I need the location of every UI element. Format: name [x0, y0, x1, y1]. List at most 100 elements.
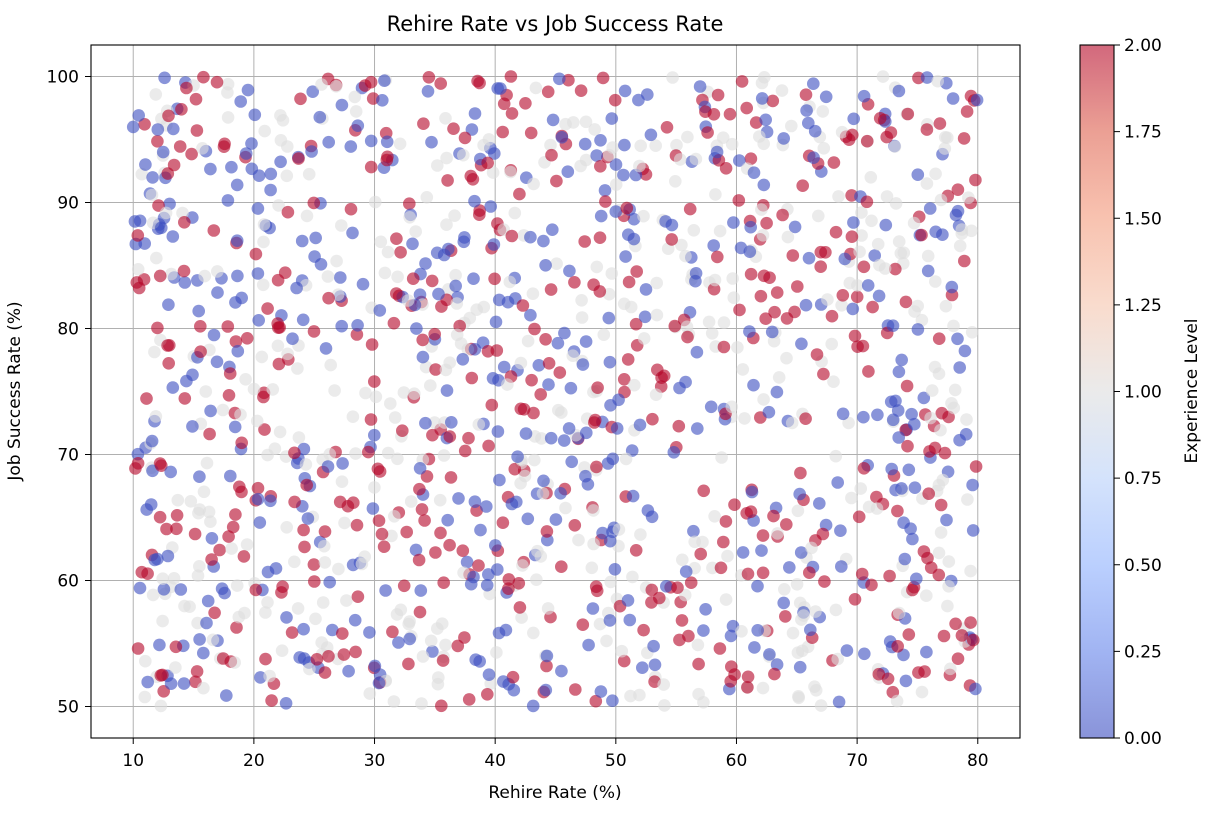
scatter-point	[414, 584, 428, 597]
scatter-point	[819, 90, 833, 104]
scatter-point	[207, 328, 221, 342]
scatter-point	[733, 154, 746, 167]
colorbar-tick-label: 1.00	[1124, 383, 1162, 403]
scatter-point	[587, 504, 600, 517]
y-tick-label: 50	[57, 698, 79, 718]
scatter-point	[406, 237, 419, 251]
scatter-point	[424, 634, 438, 648]
scatter-point	[300, 478, 314, 492]
scatter-point	[193, 560, 206, 573]
scatter-point	[539, 259, 552, 272]
scatter-point	[942, 555, 956, 568]
scatter-point	[250, 414, 264, 428]
scatter-point	[936, 473, 950, 487]
scatter-point	[188, 527, 202, 541]
scatter-point	[721, 549, 734, 563]
scatter-point	[373, 304, 387, 317]
scatter-point	[432, 671, 445, 684]
scatter-point	[468, 343, 482, 356]
scatter-point	[465, 371, 479, 385]
scatter-point	[871, 408, 884, 422]
scatter-point	[493, 473, 506, 487]
scatter-point	[318, 525, 332, 538]
scatter-point	[218, 586, 231, 600]
scatter-point	[891, 404, 905, 417]
scatter-point	[239, 147, 253, 160]
scatter-point	[387, 316, 401, 330]
scatter-point	[336, 627, 349, 640]
scatter-point	[690, 345, 704, 359]
scatter-point	[717, 535, 730, 549]
scatter-point	[582, 638, 595, 652]
scatter-point	[544, 138, 557, 152]
scatter-point	[491, 425, 505, 438]
scatter-point	[482, 439, 495, 453]
scatter-point	[756, 566, 770, 580]
scatter-point	[468, 194, 481, 208]
scatter-point	[368, 659, 382, 673]
scatter-point	[562, 422, 576, 435]
colorbar-label: Experience Level	[1182, 318, 1202, 463]
scatter-point	[771, 527, 784, 540]
x-tick-label: 60	[726, 751, 748, 771]
scatter-point	[392, 636, 405, 649]
scatter-point	[393, 137, 407, 151]
scatter-point	[418, 514, 431, 527]
scatter-point	[870, 490, 883, 504]
scatter-point	[248, 108, 262, 122]
scatter-point	[604, 575, 617, 589]
scatter-point	[622, 275, 636, 289]
x-tick-label: 70	[846, 751, 868, 771]
scatter-point	[184, 495, 198, 508]
scatter-point	[549, 513, 563, 526]
scatter-point	[511, 450, 524, 464]
scatter-point	[827, 375, 840, 389]
scatter-point	[649, 139, 662, 152]
scatter-point	[552, 403, 565, 417]
scatter-point	[437, 248, 451, 262]
scatter-point	[920, 645, 933, 659]
scatter-point	[970, 93, 984, 107]
scatter-point	[601, 457, 615, 470]
scatter-point	[797, 609, 810, 622]
scatter-point	[527, 626, 540, 640]
scatter-point	[164, 465, 177, 479]
scatter-point	[756, 681, 770, 695]
scatter-point	[204, 404, 217, 418]
scatter-point	[197, 70, 210, 84]
scatter-point	[596, 71, 610, 85]
scatter-point	[488, 147, 501, 160]
scatter-point	[466, 173, 480, 186]
scatter-point	[149, 410, 163, 423]
scatter-point	[612, 523, 626, 536]
scatter-point	[683, 202, 697, 216]
scatter-point	[714, 561, 728, 575]
scatter-point	[487, 238, 501, 251]
scatter-point	[962, 191, 975, 204]
scatter-point	[413, 288, 427, 302]
scatter-point	[177, 264, 191, 278]
scatter-point	[892, 431, 905, 444]
scatter-point	[951, 652, 965, 665]
scatter-point	[439, 363, 453, 377]
scatter-point	[938, 131, 952, 144]
scatter-point	[794, 466, 807, 480]
colorbar: 0.00 0.25 0.50 0.75 1.00 1.25 1.50 1.75 2.00 Exp…	[1079, 36, 1202, 749]
scatter-point	[799, 412, 812, 426]
scatter-point	[831, 652, 844, 666]
scatter-point	[634, 139, 647, 153]
scatter-point	[621, 594, 635, 607]
scatter-point	[934, 526, 948, 539]
scatter-point	[777, 596, 790, 610]
scatter-point	[126, 120, 140, 134]
scatter-point	[178, 599, 191, 613]
scatter-point	[151, 123, 165, 136]
scatter-point	[892, 235, 906, 248]
scatter-point	[594, 209, 608, 223]
scatter-point	[481, 345, 495, 358]
scatter-point	[564, 381, 578, 395]
scatter-point	[164, 677, 178, 690]
scatter-point	[541, 602, 555, 615]
scatter-point	[290, 281, 303, 295]
scatter-point	[363, 626, 376, 639]
